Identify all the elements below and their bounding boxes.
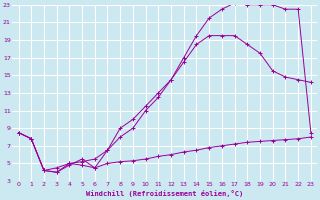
X-axis label: Windchill (Refroidissement éolien,°C): Windchill (Refroidissement éolien,°C) (86, 190, 243, 197)
